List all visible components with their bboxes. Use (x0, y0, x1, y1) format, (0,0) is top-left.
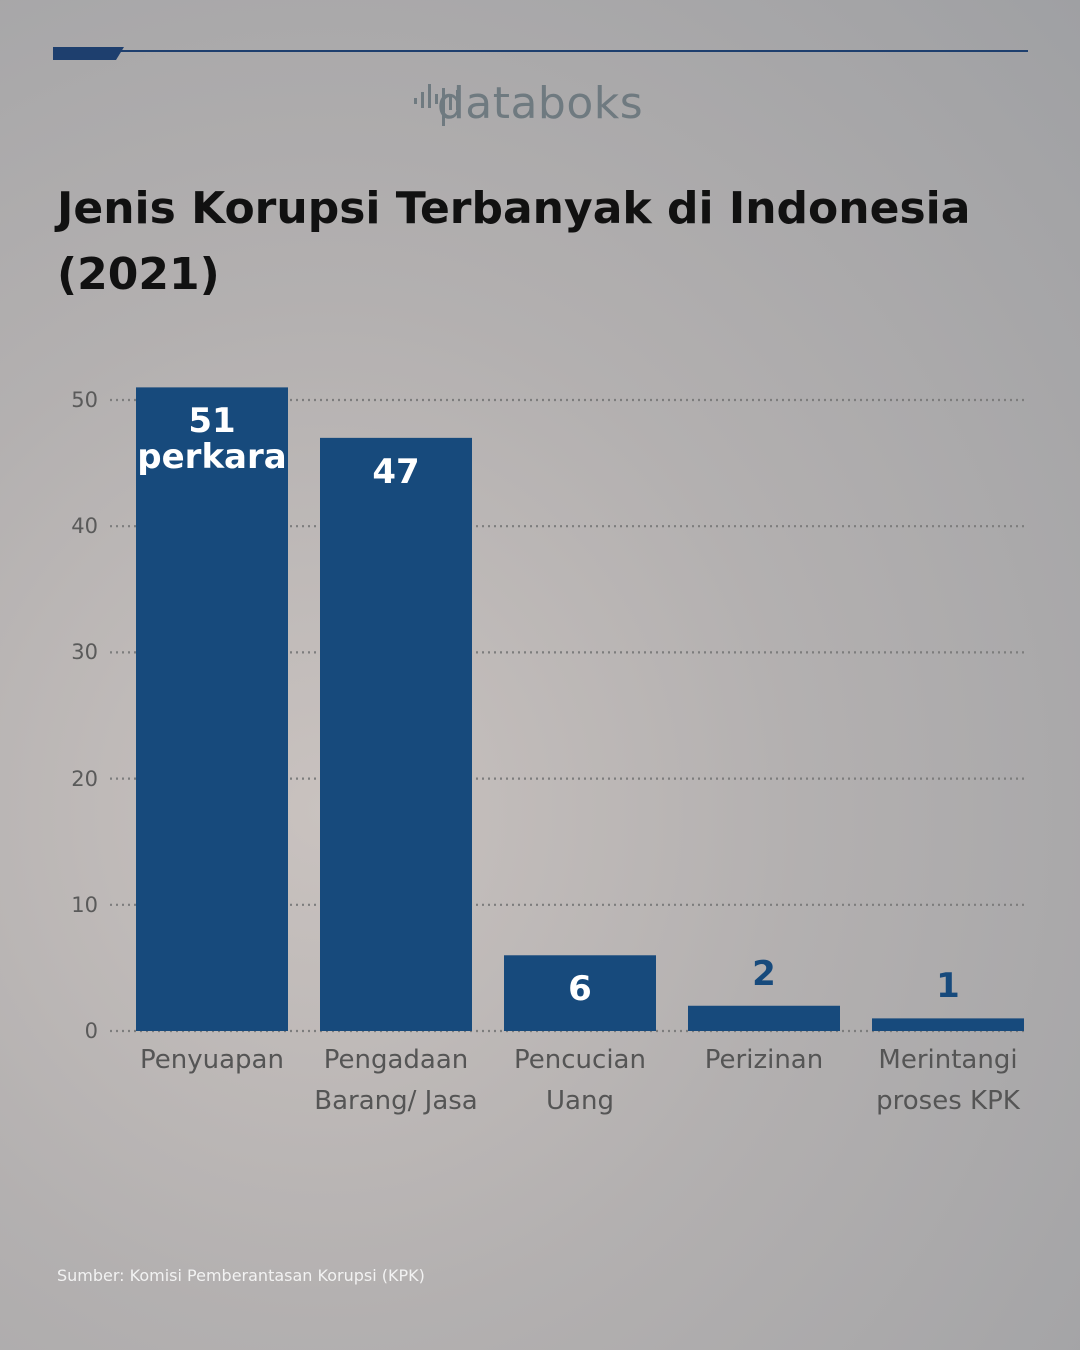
brand-icon (414, 84, 459, 126)
y-tick-label: 10 (71, 892, 98, 917)
y-tick-label: 0 (84, 1019, 98, 1043)
bar (136, 387, 288, 1031)
y-tick-label: 50 (71, 388, 98, 412)
bar (504, 955, 656, 1031)
y-tick-label: 20 (71, 766, 98, 791)
x-tick-label: Penyuapan (140, 1045, 284, 1075)
value-label: 1 (936, 966, 960, 1007)
source: Sumber: Komisi Pemberantasan Korupsi (KP… (57, 1266, 425, 1285)
bar (688, 1005, 840, 1031)
chart-title: Jenis Korupsi Terbanyak di Indonesia (20… (57, 183, 971, 300)
x-tick-label: Perizinan (704, 1045, 824, 1075)
brand: databoks (436, 78, 644, 129)
y-tick-label: 40 (71, 514, 98, 539)
value-label: 51 perkara (137, 401, 287, 478)
bar (872, 1018, 1024, 1031)
x-tick-label: Merintangi proses KPK (876, 1045, 1020, 1116)
value-label: 47 (372, 451, 420, 492)
x-tick-label: Pencucian Uang (514, 1045, 646, 1116)
bar (320, 437, 472, 1031)
top-accent (53, 47, 124, 60)
value-label: 6 (568, 969, 592, 1010)
y-tick-label: 30 (71, 640, 98, 665)
x-tick-label: Pengadaan Barang/ Jasa (314, 1045, 478, 1116)
value-label: 2 (752, 953, 776, 994)
